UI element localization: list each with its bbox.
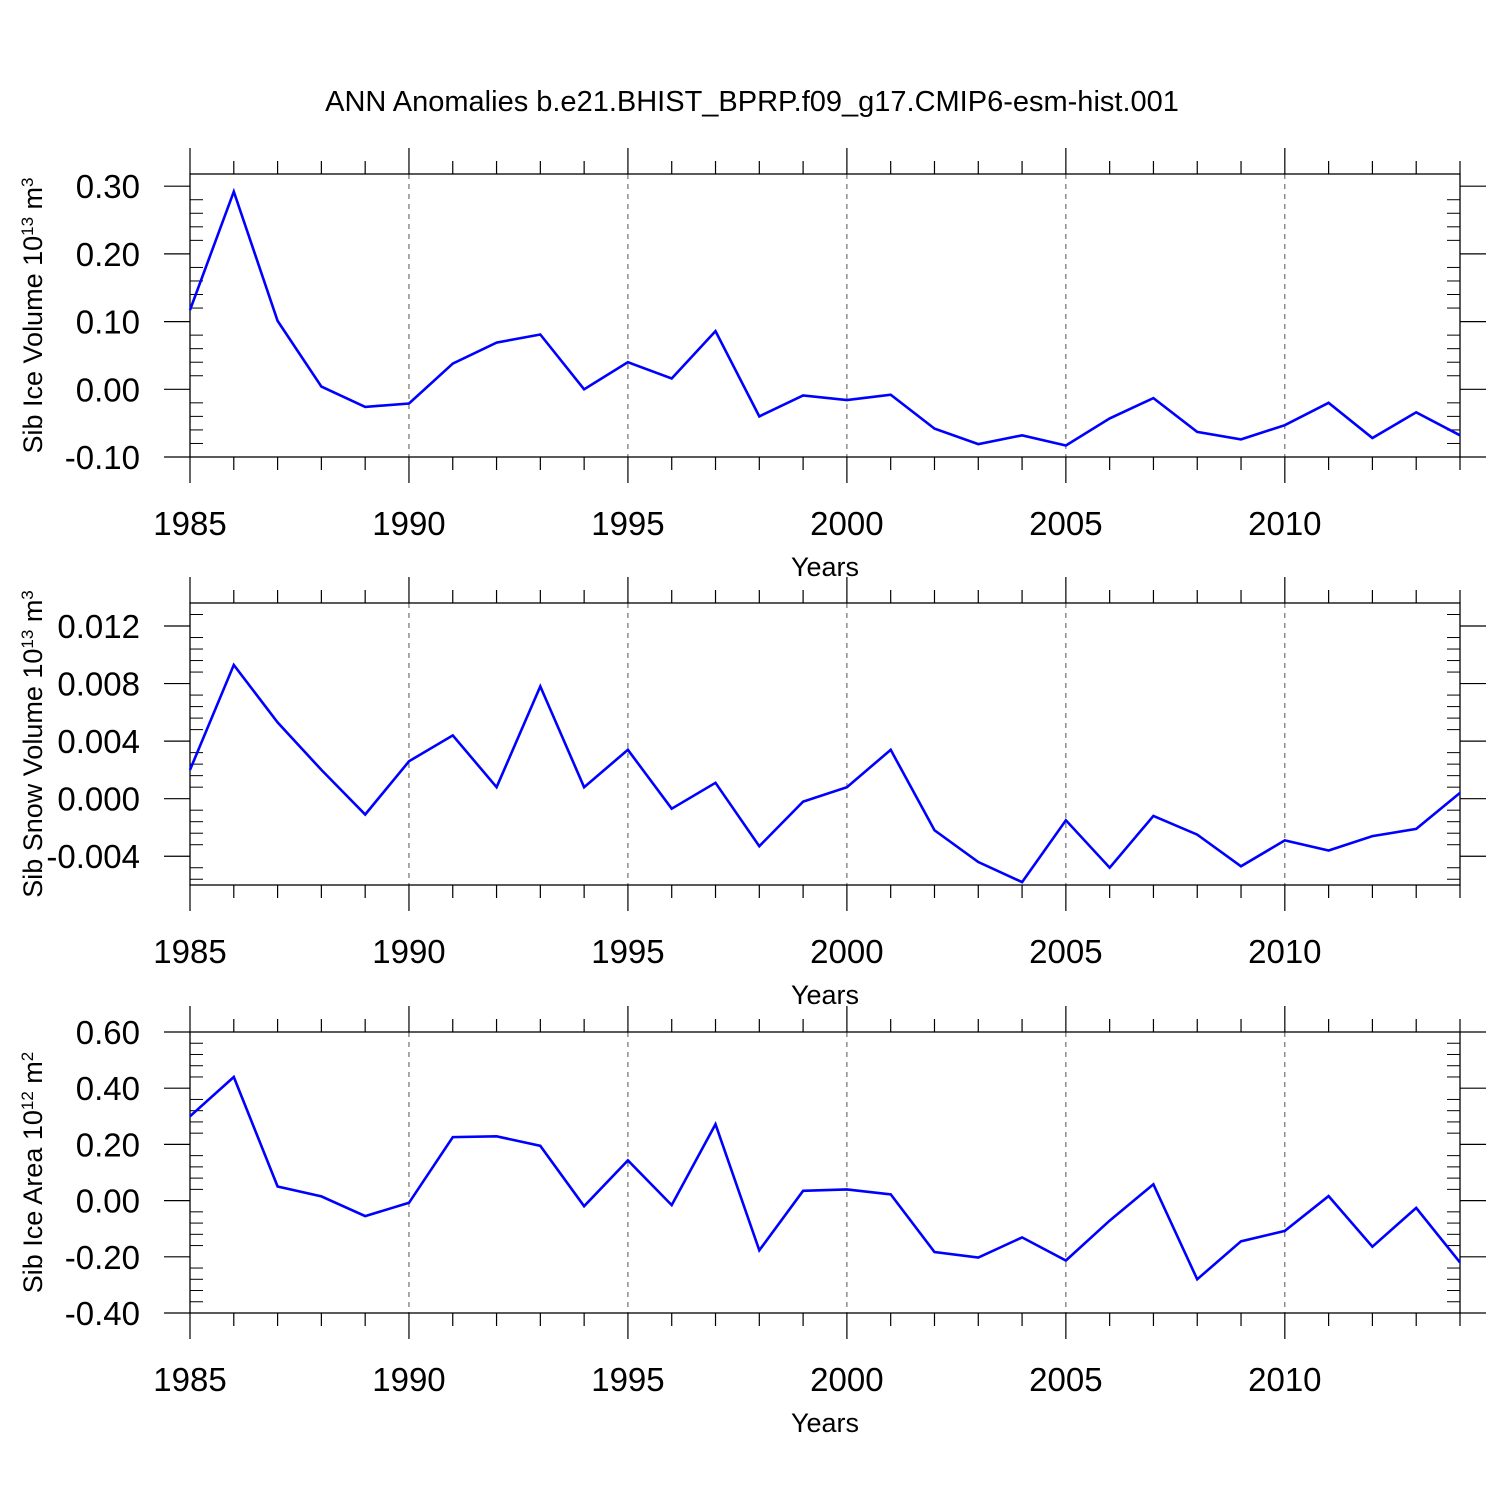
y-tick-label: -0.40 — [65, 1295, 140, 1332]
y-axis-label-base: Sib Ice Area 10 — [18, 1110, 48, 1293]
series-line — [188, 187, 1461, 447]
y-tick-label: 0.008 — [57, 666, 140, 703]
x-tick-label: 1990 — [372, 933, 445, 970]
y-axis-label-base: Sib Ice Volume 10 — [18, 236, 48, 454]
y-tick-label: 0.40 — [76, 1070, 140, 1107]
panel-1: -0.10 0.00 0.10 0.20 0.30 1985 1990 1995 2000 200… — [18, 148, 1486, 582]
y-tick-label: 0.00 — [76, 1183, 140, 1220]
x-tick-label: 1995 — [591, 1361, 664, 1398]
x-tick-label: 1985 — [153, 505, 226, 542]
series-line — [188, 662, 1461, 884]
x-tick-label: 2010 — [1248, 505, 1321, 542]
x-tick-label: 2010 — [1248, 1361, 1321, 1398]
x-tick-label: 1985 — [153, 933, 226, 970]
y-tick-label: 0.000 — [57, 781, 140, 818]
x-tick-label: 1995 — [591, 505, 664, 542]
x-tick-label: 2005 — [1029, 505, 1102, 542]
y-tick-label: -0.004 — [46, 838, 140, 875]
y-tick-label: 0.20 — [76, 1126, 140, 1163]
y-tick-label: 0.30 — [76, 168, 140, 205]
y-axis-label-unit-exponent: 2 — [18, 1052, 37, 1061]
x-axis-label: Years — [791, 552, 859, 582]
y-tick-label: -0.10 — [65, 439, 140, 476]
y-tick-label: 0.004 — [57, 723, 140, 760]
y-tick-label: 0.60 — [76, 1014, 140, 1051]
y-axis-label-unit: m — [18, 1061, 48, 1091]
x-tick-label: 2005 — [1029, 1361, 1102, 1398]
y-axis-label-unit: m — [18, 187, 48, 217]
y-axis-label-unit-exponent: 3 — [18, 177, 37, 186]
y-axis-label-unit-exponent: 3 — [18, 590, 37, 599]
y-tick-label: 0.10 — [76, 304, 140, 341]
x-tick-label: 2010 — [1248, 933, 1321, 970]
series-line — [189, 1074, 1462, 1282]
x-tick-label: 1995 — [591, 933, 664, 970]
x-tick-label: 2000 — [810, 1361, 883, 1398]
plot-frame — [189, 1031, 1461, 1314]
x-tick-label: 2005 — [1029, 933, 1102, 970]
y-axis-label-exponent: 13 — [18, 630, 37, 649]
y-axis-label: Sib Snow Volume 1013 m3 — [18, 590, 49, 898]
x-tick-label: 2000 — [810, 505, 883, 542]
panel-2: -0.004 0.000 0.004 0.008 0.012 1985 1990 1995 20… — [18, 577, 1486, 1010]
x-tick-label: 1990 — [372, 505, 445, 542]
y-axis-label-exponent: 12 — [18, 1091, 37, 1110]
y-axis-label-base: Sib Snow Volume 10 — [18, 649, 48, 898]
y-tick-label: -0.20 — [65, 1239, 140, 1276]
y-axis-label-exponent: 13 — [18, 217, 37, 236]
y-axis-label: Sib Ice Volume 1013 m3 — [18, 177, 49, 453]
y-axis-label: Sib Ice Area 1012 m2 — [18, 1052, 49, 1294]
y-tick-label: 0.012 — [57, 608, 140, 645]
plot-frame — [189, 173, 1461, 458]
y-tick-label: 0.00 — [76, 371, 140, 408]
panel-3: -0.40 -0.20 0.00 0.20 0.40 0.60 1985 1990 1995 20… — [18, 1006, 1486, 1438]
x-axis-label: Years — [791, 980, 859, 1010]
x-axis-label: Years — [791, 1408, 859, 1438]
figure-title: ANN Anomalies b.e21.BHIST_BPRP.f09_g17.C… — [325, 86, 1179, 118]
x-tick-label: 1985 — [153, 1361, 226, 1398]
y-tick-label: 0.20 — [76, 236, 140, 273]
x-tick-label: 2000 — [810, 933, 883, 970]
plot-frame — [189, 602, 1461, 886]
y-axis-label-unit: m — [18, 600, 48, 630]
x-tick-label: 1990 — [372, 1361, 445, 1398]
